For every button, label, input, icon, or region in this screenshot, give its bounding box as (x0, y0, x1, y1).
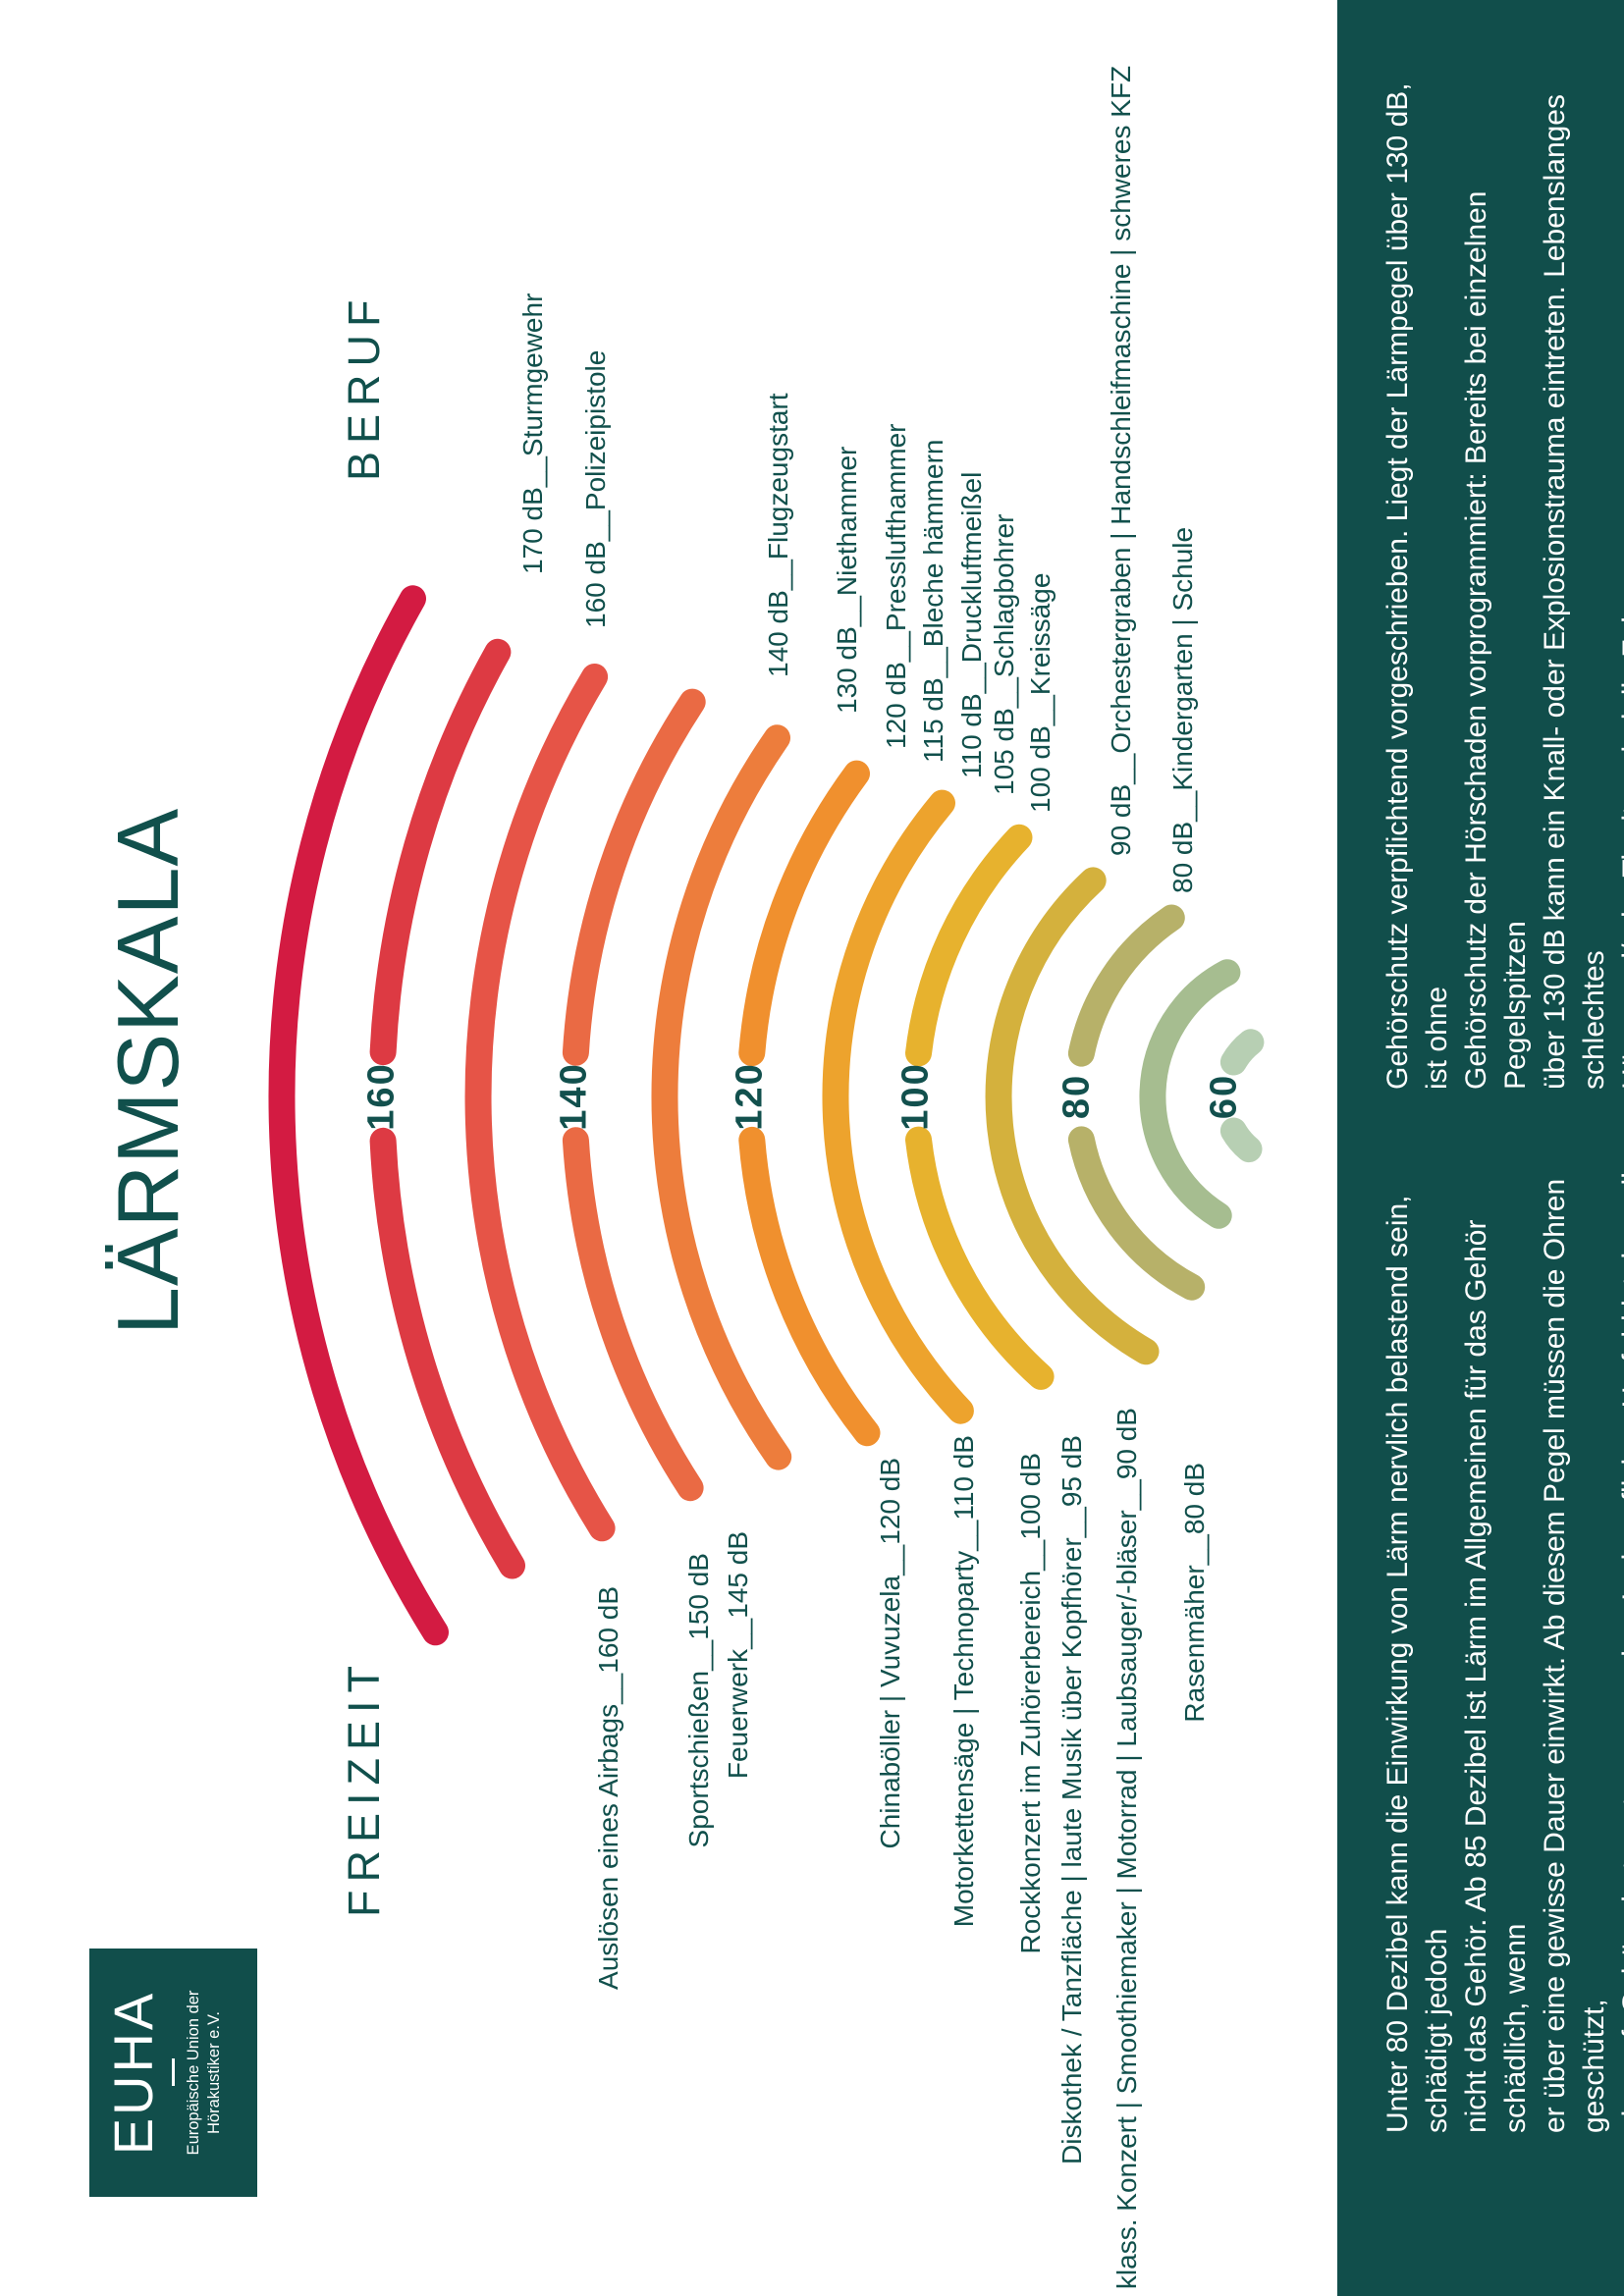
footer-line: also ggf. Gehörschutz getragen werden. I… (1617, 1155, 1624, 2133)
arc-number-60: 60 (1203, 1073, 1245, 1120)
arc-80db (1067, 904, 1185, 1067)
arc-100db (905, 824, 1033, 1067)
logo-subtitle: Europäische Union der Hörakustiker e.V. (184, 1949, 224, 2197)
arc-100db (905, 1126, 1055, 1390)
heading-freizeit: FREIZEIT (339, 1658, 389, 1917)
logo-subtitle-line1: Europäische Union der (185, 1990, 202, 2156)
arc-number-160: 160 (360, 1062, 403, 1131)
db-label-beruf: 110 dB__Druckluftmeißel (956, 471, 987, 778)
arc-60db (1219, 1117, 1263, 1163)
logo-wordmark: EUHA (102, 1990, 164, 2156)
db-label-freizeit: Chinaböller | Vuvuzela__120 dB (875, 1458, 905, 1849)
footer-column-right: Gehörschutz verpflichtend vorgeschrieben… (1379, 72, 1624, 1090)
db-label-freizeit: Motorkettensäge | Technoparty__110 dB (948, 1435, 979, 1928)
arc-110db (822, 789, 974, 1424)
footer-line: Gehörschutz der Hörschaden vorprogrammie… (1460, 190, 1532, 1090)
db-label-freizeit: Rockkonzert im Zuhörerbereich__100 dB (1015, 1453, 1046, 1954)
logo-subtitle-line2: Hörakustiker e.V. (204, 2010, 223, 2135)
arc-70db (1139, 959, 1241, 1229)
db-label-beruf: 90 dB__Orchestergraben | Handschleifmasc… (1106, 65, 1136, 856)
arc-120db (738, 1126, 881, 1447)
db-label-beruf: 105 dB__Schlagbohrer (989, 513, 1019, 795)
heading-beruf: BERUF (339, 292, 389, 481)
arc-140db (562, 1127, 704, 1502)
arc-170db (268, 585, 449, 1646)
footer-line: Hören und/oder Tinnitus sind die Folge. (1617, 575, 1624, 1090)
arc-80db (1067, 1126, 1206, 1301)
db-label-freizeit: Sportschießen__150 dB (683, 1553, 714, 1848)
arc-130db (651, 724, 792, 1470)
footer-line: Unter 80 Dezibel kann die Einwirkung von… (1381, 1195, 1453, 2133)
db-label-freizeit: klass. Konzert | Smoothiemaker | Motorra… (1111, 1408, 1142, 2290)
db-label-freizeit: Rasenmäher__80 dB (1179, 1463, 1210, 1723)
db-label-beruf: 170 dB__Sturmgewehr (517, 293, 548, 574)
db-label-beruf: 160 dB__Polizeipistole (580, 349, 611, 628)
arc-number-80: 80 (1056, 1073, 1098, 1120)
db-label-beruf: 100 dB__Kreissäge (1025, 572, 1056, 813)
db-label-freizeit: Auslösen eines Airbags__160 dB (593, 1586, 623, 1990)
db-label-freizeit: Diskothek / Tanzfläche | laute Musik übe… (1056, 1435, 1087, 2164)
footer-line: er über eine gewisse Dauer einwirkt. Ab … (1539, 1178, 1610, 2133)
logo-divider (172, 2058, 175, 2087)
arc-90db (985, 867, 1160, 1365)
db-label-beruf: 140 dB__Flugzeugstart (763, 393, 793, 677)
arc-120db (738, 760, 870, 1067)
arc-60db (1219, 1029, 1265, 1076)
arc-140db (562, 688, 706, 1066)
db-label-beruf: 80 dB__Kindergarten | Schule (1167, 526, 1198, 893)
footer-line: Gehörschutz verpflichtend vorgeschrieben… (1381, 82, 1453, 1090)
footer-line: nicht das Gehör. Ab 85 Dezibel ist Lärm … (1460, 1219, 1532, 2133)
arc-160db (369, 638, 512, 1066)
arc-160db (369, 1127, 525, 1579)
arc-number-120: 120 (729, 1062, 771, 1131)
footer-column-left: Unter 80 Dezibel kann die Einwirkung von… (1379, 1142, 1624, 2133)
db-label-beruf: 115 dB__Bleche hämmern (918, 439, 948, 763)
euha-logo: EUHA Europäische Union der Hörakustiker … (89, 1949, 257, 2197)
arc-150db (464, 664, 616, 1542)
arc-number-140: 140 (553, 1062, 595, 1131)
db-label-beruf: 130 dB__Niethammer (832, 446, 862, 714)
arc-number-100: 100 (894, 1062, 937, 1131)
db-label-beruf: 120 dB__Presslufthammer (881, 423, 911, 749)
footer-line: über 130 dB kann ein Knall- oder Explosi… (1539, 94, 1610, 1090)
page-title: LÄRMSKALA (99, 807, 196, 1335)
db-label-freizeit: Feuerwerk__145 dB (723, 1531, 753, 1780)
